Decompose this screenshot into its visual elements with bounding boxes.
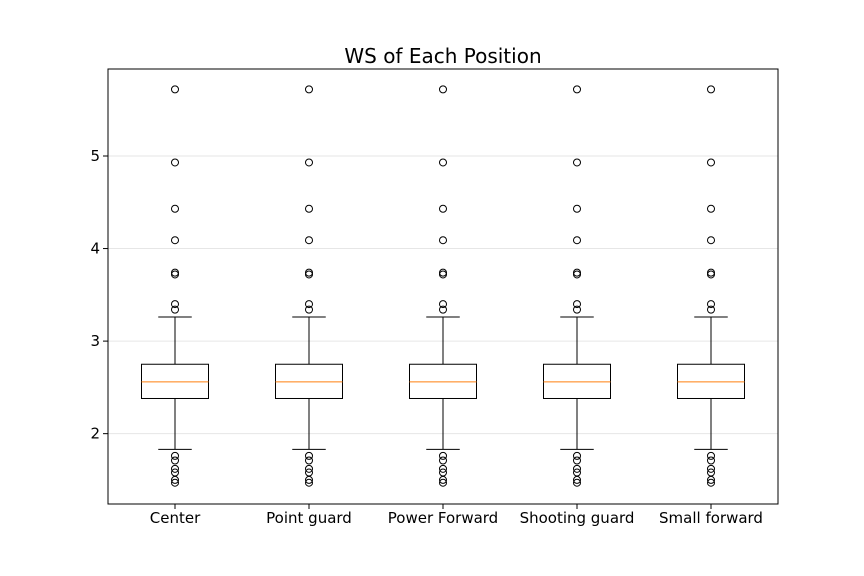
outlier-point	[439, 475, 447, 484]
outlier-point	[439, 270, 447, 279]
outlier-point	[171, 451, 179, 460]
outlier-point	[707, 300, 715, 309]
y-tick-label: 3	[90, 332, 100, 350]
outlier-point	[439, 464, 447, 473]
outlier-point	[707, 204, 715, 213]
outlier-point	[707, 158, 715, 167]
x-tick-label: Power Forward	[388, 509, 498, 527]
outlier-point	[305, 456, 313, 465]
y-tick-label: 2	[90, 425, 100, 443]
outlier-point	[439, 204, 447, 213]
outlier-point	[171, 158, 179, 167]
outlier-point	[707, 305, 715, 314]
outlier-point	[305, 475, 313, 484]
outlier-point	[573, 451, 581, 460]
outlier-point	[305, 300, 313, 309]
outlier-point	[305, 464, 313, 473]
outlier-point	[439, 451, 447, 460]
outlier-point	[305, 236, 313, 245]
outlier-point	[439, 85, 447, 94]
x-tick-label: Point guard	[266, 509, 352, 527]
outlier-point	[707, 236, 715, 245]
box-0	[141, 85, 209, 487]
outlier-point	[171, 305, 179, 314]
outlier-point	[573, 236, 581, 245]
outlier-point	[707, 451, 715, 460]
outlier-point	[573, 475, 581, 484]
outlier-point	[439, 478, 447, 487]
outlier-point	[573, 456, 581, 465]
y-axis: 2 3 4 5	[90, 147, 108, 443]
outlier-point	[439, 158, 447, 167]
box-2	[409, 85, 477, 487]
outlier-point	[171, 204, 179, 213]
outlier-point	[439, 236, 447, 245]
outlier-point	[171, 464, 179, 473]
outlier-point	[707, 464, 715, 473]
box-1	[275, 85, 343, 487]
outlier-point	[171, 456, 179, 465]
x-tick-label: Small forward	[659, 509, 763, 527]
outlier-point	[573, 204, 581, 213]
box-4	[677, 85, 745, 487]
outlier-point	[171, 85, 179, 94]
outlier-point	[573, 300, 581, 309]
outlier-point	[707, 85, 715, 94]
outlier-point	[707, 475, 715, 484]
outlier-point	[305, 85, 313, 94]
chart-title: WS of Each Position	[344, 44, 541, 68]
x-tick-label: Center	[150, 509, 201, 527]
outlier-point	[171, 475, 179, 484]
x-axis: Center Point guard Power Forward Shooting g…	[150, 504, 763, 527]
boxes	[141, 85, 745, 487]
outlier-point	[439, 456, 447, 465]
outlier-point	[171, 300, 179, 309]
box-3	[543, 85, 611, 487]
x-tick-label: Shooting guard	[520, 509, 635, 527]
outlier-point	[573, 85, 581, 94]
y-tick-label: 4	[90, 240, 100, 258]
outlier-point	[707, 478, 715, 487]
outlier-point	[573, 478, 581, 487]
outlier-point	[305, 305, 313, 314]
outlier-point	[305, 270, 313, 279]
outlier-point	[171, 478, 179, 487]
outlier-point	[573, 305, 581, 314]
outlier-point	[573, 158, 581, 167]
outlier-point	[573, 464, 581, 473]
outlier-point	[305, 158, 313, 167]
outlier-point	[707, 456, 715, 465]
outlier-point	[305, 451, 313, 460]
outlier-point	[305, 204, 313, 213]
outlier-point	[305, 478, 313, 487]
outlier-point	[439, 300, 447, 309]
outlier-point	[171, 270, 179, 279]
outlier-point	[573, 270, 581, 279]
y-tick-label: 5	[90, 147, 100, 165]
outlier-point	[707, 270, 715, 279]
outlier-point	[439, 305, 447, 314]
outlier-point	[171, 236, 179, 245]
